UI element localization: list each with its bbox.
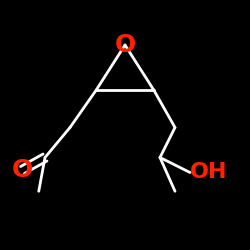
Text: O: O <box>114 33 136 57</box>
Text: OH: OH <box>190 162 228 182</box>
Text: O: O <box>12 158 33 182</box>
